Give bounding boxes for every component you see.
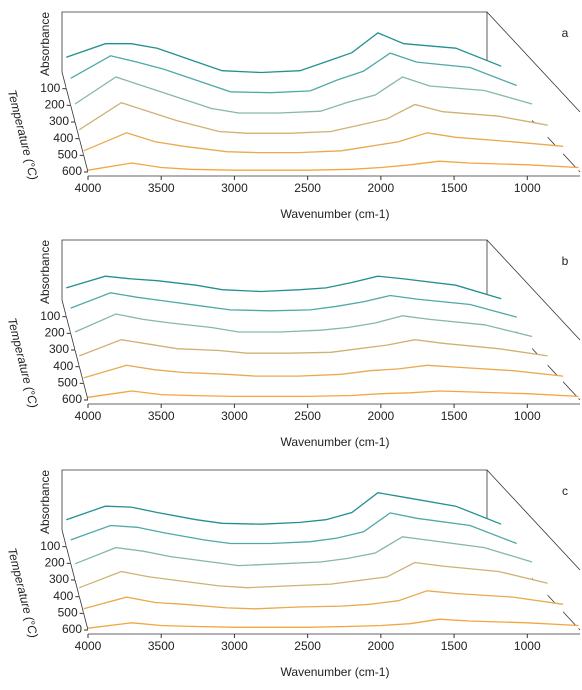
spectrum <box>87 390 579 398</box>
x-tick-label: 3500 <box>148 409 175 423</box>
z-tick-label: 200 <box>45 98 65 112</box>
panel: 4000 3500 3000 2500 2000 1500 1000 100 200 300 400… <box>5 11 581 221</box>
curve-occluder <box>83 590 564 614</box>
spectrum <box>74 76 533 114</box>
z-axis-title: Temperature (°C) <box>5 88 41 181</box>
x-tick-label: 1500 <box>441 409 468 423</box>
z-tick-label: 400 <box>53 589 73 603</box>
x-tick-label: 2000 <box>368 639 395 653</box>
x-tick-label: 3000 <box>221 181 248 195</box>
z-axis-title: Temperature (°C) <box>5 546 41 639</box>
x-tick-label: 4000 <box>75 409 102 423</box>
spectrum <box>74 313 533 338</box>
spectrum <box>70 292 517 318</box>
curve-occluder <box>83 365 564 384</box>
x-tick-label: 1000 <box>514 409 541 423</box>
curve-occluder <box>79 562 548 597</box>
spectrum <box>83 132 564 154</box>
curve-occluder <box>88 619 579 630</box>
z-tick-label: 300 <box>49 114 69 128</box>
spectrum <box>87 160 579 171</box>
spectrum <box>74 536 533 567</box>
z-tick-label: 200 <box>45 556 65 570</box>
curve-occluder <box>88 161 579 172</box>
z-tick-label: 500 <box>58 148 78 162</box>
x-tick-label: 3500 <box>148 639 175 653</box>
spectrum <box>66 275 502 300</box>
spectrum <box>66 492 502 525</box>
z-tick-label: 300 <box>49 572 69 586</box>
x-axis-title: Wavenumber (cm-1) <box>281 665 390 679</box>
spectrum <box>83 364 564 379</box>
spectrum <box>79 561 548 589</box>
panel: 4000 3500 3000 2500 2000 1500 1000 100 200 300 400… <box>5 469 581 679</box>
spectrum <box>70 512 517 545</box>
x-tick-label: 2000 <box>368 409 395 423</box>
z-tick-label: 600 <box>62 622 82 636</box>
x-tick-label: 2500 <box>294 639 321 653</box>
x-axis-title: Wavenumber (cm-1) <box>281 435 390 449</box>
z-tick-label: 500 <box>58 376 78 390</box>
x-tick-label: 3500 <box>148 181 175 195</box>
spectrum <box>87 618 579 629</box>
x-tick-label: 1000 <box>514 639 541 653</box>
x-tick-label: 2500 <box>294 181 321 195</box>
spectrum <box>79 339 548 357</box>
panel-label: c <box>562 484 568 498</box>
x-tick-label: 4000 <box>75 639 102 653</box>
z-tick-label: 600 <box>62 164 82 178</box>
curve-occluder <box>79 102 548 139</box>
spectrum <box>83 590 564 610</box>
spectrum <box>78 101 548 134</box>
y-axis-title: Absorbance <box>38 240 52 304</box>
curve-occluder <box>83 132 564 156</box>
x-axis-title: Wavenumber (cm-1) <box>281 207 390 221</box>
curve-occluder <box>88 391 579 400</box>
z-tick-label: 400 <box>53 131 73 145</box>
z-tick-label: 100 <box>40 539 60 553</box>
x-tick-label: 3000 <box>221 639 248 653</box>
z-tick-label: 600 <box>62 392 82 406</box>
z-tick-label: 400 <box>53 359 73 373</box>
z-axis-title: Temperature (°C) <box>5 316 41 409</box>
panel: 4000 3500 3000 2500 2000 1500 1000 100 200 300 400… <box>5 239 581 449</box>
z-tick-label: 500 <box>58 606 78 620</box>
x-tick-label: 3000 <box>221 409 248 423</box>
z-tick-label: 100 <box>40 309 60 323</box>
x-tick-label: 1500 <box>441 639 468 653</box>
spectrum <box>66 32 502 74</box>
spectrum <box>70 52 517 94</box>
y-axis-title: Absorbance <box>38 12 52 76</box>
z-tick-label: 200 <box>45 326 65 340</box>
z-tick-label: 300 <box>49 342 69 356</box>
panel-label: a <box>562 26 569 40</box>
panel-label: b <box>562 254 569 268</box>
x-tick-label: 4000 <box>75 181 102 195</box>
x-tick-label: 1000 <box>514 181 541 195</box>
x-tick-label: 2500 <box>294 409 321 423</box>
z-tick-label: 100 <box>40 81 60 95</box>
x-tick-label: 2000 <box>368 181 395 195</box>
x-tick-label: 1500 <box>441 181 468 195</box>
y-axis-title: Absorbance <box>38 470 52 534</box>
